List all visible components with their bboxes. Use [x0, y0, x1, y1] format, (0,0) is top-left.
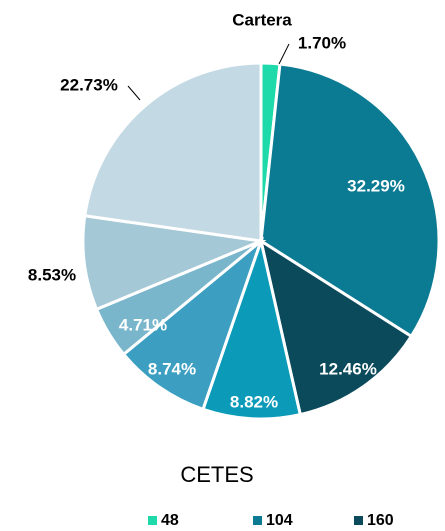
legend-label: 104 [266, 512, 293, 529]
pie-slice [201, 235, 303, 421]
legend-title: CETES [180, 462, 253, 487]
data-label: 8.82% [230, 392, 278, 411]
legend-swatch [253, 516, 262, 525]
data-label: 22.73% [60, 75, 118, 94]
pie-slice [83, 61, 263, 243]
pie-slice [81, 214, 267, 312]
chart-title: Cartera [232, 10, 292, 29]
data-label: 1.70% [298, 33, 346, 52]
legend-label: 160 [367, 512, 394, 529]
legend-swatch [354, 516, 363, 525]
data-label: 8.53% [28, 265, 76, 284]
leader-line [278, 43, 290, 65]
data-label: 32.29% [347, 176, 405, 195]
data-label: 4.71% [119, 315, 167, 334]
data-label: 8.74% [148, 359, 196, 378]
legend-label: 48 [161, 512, 179, 529]
legend-swatch [148, 516, 157, 525]
data-label: 12.46% [319, 359, 377, 378]
pie-slice [258, 237, 414, 417]
pie-slice [121, 236, 265, 412]
leader-line [127, 85, 141, 101]
